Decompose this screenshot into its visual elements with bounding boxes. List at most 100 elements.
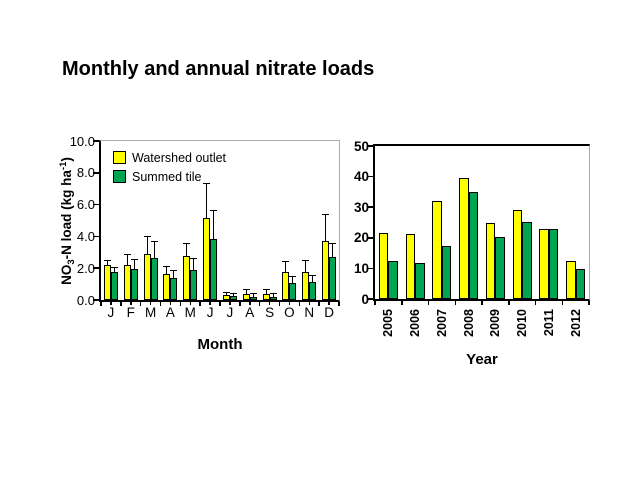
error-bar — [113, 268, 115, 273]
x-tick-label-D: D — [324, 305, 334, 320]
error-bar-cap — [203, 182, 211, 184]
x-axis-tick — [481, 301, 483, 305]
error-bar — [153, 241, 155, 258]
x-axis-tick — [401, 301, 403, 305]
x-axis-minor-tick — [268, 302, 271, 305]
y-axis-tick-label: 8.0 — [76, 165, 95, 181]
bar-summed-F — [130, 269, 138, 300]
bar-summed-2007 — [441, 246, 452, 299]
error-bar — [272, 294, 274, 297]
x-tick-label-S: S — [265, 305, 275, 320]
error-bar-cap — [229, 293, 237, 295]
x-tick-label-2012: 2012 — [568, 309, 583, 337]
bar-watershed-D — [322, 241, 330, 300]
x-tick-label-O: O — [284, 305, 295, 320]
monthly-chart-plot-area: NO3-N load (kg ha-1) Watershed outlet Su… — [58, 134, 340, 353]
error-bar — [332, 244, 334, 258]
x-axis-title-year: Year — [466, 351, 498, 368]
page-title: Monthly and annual nitrate loads — [62, 58, 375, 80]
x-axis-minor-tick — [209, 302, 211, 305]
x-tick-label-J: J — [226, 305, 234, 320]
error-bar — [173, 270, 175, 278]
y-axis-tick — [93, 172, 99, 174]
y-axis-tick — [367, 267, 373, 270]
x-axis-minor-tick — [169, 302, 172, 305]
bar-watershed-2008 — [459, 177, 469, 299]
x-axis-minor-tick — [149, 302, 152, 305]
bar-watershed-2010 — [512, 210, 523, 299]
legend: Watershed outlet Summed tile — [113, 148, 226, 186]
error-bar-cap — [322, 213, 330, 215]
summed-tile-swatch-icon — [113, 170, 126, 183]
y-axis-tick-label: 0.0 — [76, 292, 95, 308]
legend-item-summed-tile: Summed tile — [113, 167, 226, 186]
y-axis-tick-label: 20 — [353, 230, 369, 246]
error-bar-cap — [242, 288, 250, 290]
x-tick-label-2005: 2005 — [381, 309, 396, 337]
x-axis-minor-tick — [130, 302, 132, 305]
y-axis-tick-label: 30 — [353, 199, 369, 215]
error-bar-cap — [170, 269, 178, 271]
y-axis-tick-label: 10 — [353, 260, 369, 276]
error-bar-cap — [210, 209, 218, 211]
bar-summed-2010 — [522, 221, 532, 299]
error-bar-cap — [309, 275, 317, 277]
bar-summed-J — [110, 272, 118, 300]
x-tick-label-2008: 2008 — [461, 309, 476, 337]
error-bar — [133, 260, 135, 269]
error-bar-cap — [143, 236, 151, 238]
error-bar-cap — [110, 267, 118, 269]
error-bar-cap — [150, 240, 158, 242]
x-tick-label-N: N — [304, 305, 315, 320]
y-axis-tick — [367, 175, 373, 178]
x-axis-tick — [258, 302, 261, 306]
error-bar — [186, 243, 188, 257]
bar-watershed-2007 — [432, 201, 442, 299]
x-tick-label-M: M — [144, 305, 157, 320]
x-tick-label-A: A — [165, 305, 175, 320]
watershed-outlet-swatch-icon — [113, 151, 126, 164]
error-bar — [193, 259, 195, 270]
x-axis-tick — [278, 302, 281, 306]
bar-summed-N — [309, 281, 317, 300]
y-axis-title-no3-load: NO3-N load (kg ha-1) — [58, 156, 77, 285]
error-bar-cap — [262, 288, 270, 290]
bar-summed-D — [329, 257, 337, 300]
error-bar-cap — [103, 260, 111, 262]
bar-watershed-N — [302, 272, 310, 300]
y-axis-tick-label: 2.0 — [76, 260, 95, 276]
y-axis-tick — [93, 140, 99, 142]
x-axis-tick — [374, 301, 376, 305]
error-bar — [126, 254, 128, 266]
bar-summed-O — [289, 283, 297, 300]
bar-watershed-M — [143, 253, 151, 300]
bar-watershed-2005 — [378, 233, 389, 299]
x-axis-tick — [427, 301, 430, 305]
x-axis-minor-tick — [110, 302, 112, 305]
x-axis-minor-tick — [308, 302, 310, 305]
x-tick-label-A: A — [245, 305, 255, 320]
x-axis-minor-tick — [328, 302, 330, 305]
error-bar-cap — [190, 258, 198, 260]
x-tick-label-2006: 2006 — [408, 309, 423, 337]
error-bar — [232, 294, 234, 297]
error-bar-cap — [163, 265, 171, 267]
y-axis-tick-label: 6.0 — [76, 197, 95, 213]
x-axis-tick — [338, 302, 340, 306]
x-axis-tick — [508, 301, 510, 305]
bar-summed-2006 — [415, 262, 425, 299]
bar-watershed-J — [203, 218, 211, 300]
x-tick-label-J: J — [206, 305, 214, 320]
x-axis-tick — [298, 302, 301, 306]
bar-summed-M — [150, 257, 158, 300]
bar-watershed-2011 — [539, 228, 549, 299]
x-tick-label-2011: 2011 — [541, 309, 556, 337]
error-bar — [312, 276, 314, 282]
bar-summed-2012 — [575, 269, 586, 299]
x-axis-tick — [120, 302, 122, 306]
bar-summed-J — [229, 296, 237, 300]
y-axis-tick — [367, 145, 373, 147]
bar-summed-A — [170, 277, 178, 300]
error-bar — [166, 266, 168, 274]
